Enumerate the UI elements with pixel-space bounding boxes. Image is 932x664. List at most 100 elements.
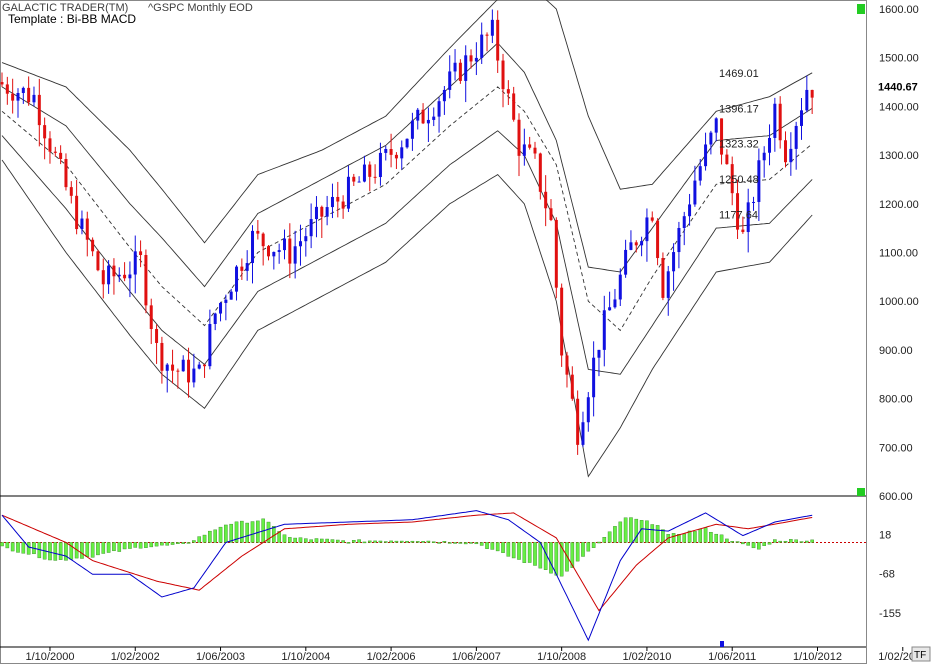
- x-tick-label: 1/02/2002: [111, 651, 160, 663]
- candle-body: [688, 204, 692, 217]
- x-tick-label: 1/10/2000: [26, 651, 75, 663]
- candle-body: [474, 57, 478, 62]
- candle-body: [330, 196, 334, 208]
- histogram-bar: [453, 542, 457, 544]
- histogram-bar: [522, 542, 527, 563]
- histogram-bar: [346, 542, 351, 544]
- candle-body: [229, 291, 233, 300]
- histogram-bar: [762, 542, 766, 546]
- histogram-bar: [783, 540, 788, 543]
- histogram-bar: [586, 542, 591, 552]
- histogram-bar: [197, 536, 202, 543]
- candle-body: [53, 151, 57, 153]
- candle-body: [624, 249, 628, 275]
- candle-body: [32, 94, 36, 103]
- histogram-bar: [309, 539, 313, 543]
- price-tick-label: 1000.00: [879, 296, 919, 308]
- histogram-bar: [661, 529, 665, 543]
- histogram-bar: [730, 541, 735, 543]
- histogram-bar: [154, 542, 159, 547]
- candle-body: [213, 313, 217, 325]
- macd-tick-label: -68: [879, 568, 895, 580]
- current-value-box: [868, 79, 930, 94]
- candle-body: [496, 19, 500, 61]
- x-tick-label: 1/10/2004: [281, 651, 330, 663]
- histogram-bar: [165, 542, 170, 546]
- candle-body: [144, 255, 148, 306]
- candle-body: [458, 62, 462, 81]
- candle-body: [378, 152, 382, 178]
- candle-body: [5, 84, 9, 94]
- histogram-bar: [250, 521, 255, 543]
- x-tick-label: 1/10/2012: [793, 651, 842, 663]
- price-tick-label: 1500.00: [879, 53, 919, 65]
- candle-body: [437, 101, 441, 117]
- candle-body: [426, 119, 430, 124]
- candle-body: [107, 265, 111, 285]
- histogram-bar: [234, 521, 239, 543]
- histogram-bar: [26, 542, 31, 555]
- histogram-bar: [575, 542, 580, 562]
- band-lower2: [1, 159, 813, 478]
- histogram-bar: [208, 530, 212, 543]
- candle-body: [576, 398, 580, 445]
- price-tick-label: 1200.00: [879, 199, 919, 211]
- candle-body: [373, 176, 377, 178]
- candle-body: [565, 355, 569, 375]
- candle-body: [768, 137, 772, 153]
- candle-body: [112, 265, 116, 277]
- candle-body: [512, 93, 516, 120]
- candle-body: [37, 94, 41, 126]
- histogram-bar: [357, 539, 361, 543]
- histogram-bar: [229, 523, 233, 543]
- tf-box: [911, 646, 931, 662]
- x-tick-label: 1/02/2010: [622, 651, 671, 663]
- histogram-bar: [128, 542, 132, 549]
- candle-body: [805, 89, 809, 111]
- candle-body: [618, 274, 622, 300]
- histogram-bar: [559, 542, 564, 577]
- histogram-bar: [106, 542, 111, 553]
- symbol-title: ^GSPC Monthly EOD: [148, 2, 253, 14]
- candle-body: [64, 158, 68, 188]
- candle-body: [640, 241, 644, 246]
- histogram-bar: [719, 534, 724, 543]
- candle-body: [85, 218, 89, 240]
- candle-body: [368, 164, 372, 177]
- histogram-bar: [794, 539, 798, 543]
- histogram-bar: [751, 542, 756, 549]
- histogram-bar: [10, 542, 15, 552]
- histogram-bar: [741, 542, 745, 545]
- candle-body: [810, 89, 814, 98]
- histogram-bar: [48, 542, 52, 561]
- histogram-bar: [133, 542, 138, 548]
- histogram-bar: [410, 540, 415, 543]
- candle-body: [778, 103, 782, 141]
- candle-body: [91, 239, 95, 252]
- histogram-bar: [85, 542, 90, 557]
- histogram-bar: [549, 542, 553, 574]
- candle-body: [187, 359, 191, 383]
- candle-body: [528, 144, 532, 148]
- candle-body: [192, 368, 196, 383]
- histogram-bar: [618, 521, 623, 543]
- histogram-bar: [639, 520, 644, 543]
- candle-body: [794, 125, 798, 149]
- candle-body: [709, 132, 713, 145]
- candle-body: [634, 242, 638, 246]
- macd-tick-label: -155: [879, 608, 901, 620]
- histogram-bar: [597, 541, 601, 544]
- histogram-bar: [799, 541, 804, 543]
- histogram-bar: [320, 538, 324, 543]
- candle-body: [27, 87, 31, 103]
- histogram-bar: [469, 542, 473, 544]
- candle-body: [235, 266, 239, 292]
- candle-body: [21, 87, 25, 94]
- histogram-bar: [581, 542, 585, 557]
- histogram-bar: [266, 521, 271, 543]
- histogram-bar: [501, 542, 505, 553]
- histogram-bar: [96, 542, 100, 556]
- candle-body: [309, 219, 313, 237]
- histogram-bar: [650, 524, 655, 543]
- histogram-bar: [485, 542, 489, 549]
